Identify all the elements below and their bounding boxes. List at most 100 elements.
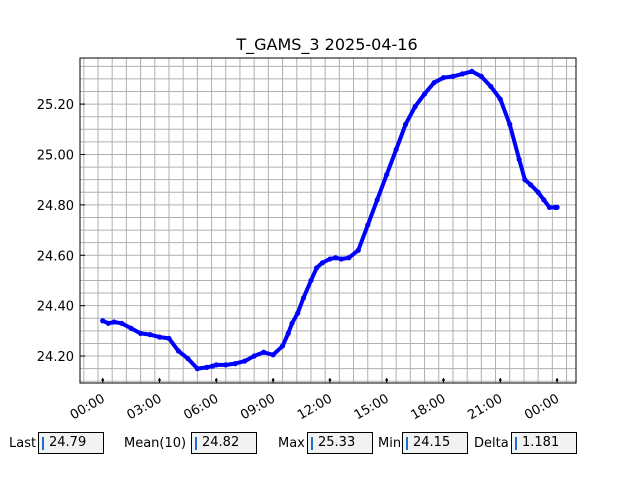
series-line xyxy=(100,69,560,371)
text-cursor xyxy=(515,437,517,450)
x-tick-mark xyxy=(215,378,218,382)
x-tick-label: 18:00 xyxy=(409,391,449,423)
series xyxy=(100,68,560,372)
x-tick-mark xyxy=(385,378,388,382)
y-tick-label: 25.00 xyxy=(37,148,74,163)
last-value: 24.79 xyxy=(49,435,87,450)
data-point xyxy=(270,352,276,358)
data-point xyxy=(308,277,314,284)
mean-value-field[interactable]: 24.82 xyxy=(191,432,257,454)
x-tick-mark xyxy=(101,378,105,382)
max-value-field[interactable]: 25.33 xyxy=(307,432,373,454)
data-point xyxy=(535,189,541,195)
max-label: Max xyxy=(278,436,305,451)
x-tick-label: 00:00 xyxy=(522,391,562,423)
data-point xyxy=(541,197,547,203)
data-point xyxy=(128,325,134,331)
x-tick-label: 15:00 xyxy=(352,391,392,423)
data-point xyxy=(327,256,333,262)
data-point xyxy=(546,204,553,210)
data-point xyxy=(355,247,361,253)
data-point xyxy=(232,361,238,367)
data-point xyxy=(338,256,344,262)
x-tick-mark xyxy=(158,378,161,382)
data-point xyxy=(497,96,503,102)
x-tick-mark xyxy=(271,378,275,382)
min-value: 24.15 xyxy=(413,435,451,450)
last-value-field[interactable]: 24.79 xyxy=(38,432,104,454)
data-point xyxy=(522,177,528,183)
data-point xyxy=(431,80,437,86)
data-point xyxy=(421,91,428,97)
data-point xyxy=(111,319,117,325)
min-value-field[interactable]: 24.15 xyxy=(402,432,468,454)
x-tick-mark xyxy=(498,378,502,382)
data-point xyxy=(459,71,466,77)
data-point xyxy=(412,104,418,110)
data-point xyxy=(204,364,210,370)
data-point xyxy=(332,255,339,261)
data-point xyxy=(314,265,320,271)
x-tick-label: 00:00 xyxy=(68,391,108,423)
data-point xyxy=(261,349,267,355)
data-point xyxy=(175,348,182,354)
y-tick-label: 24.60 xyxy=(37,249,74,264)
y-tick-label: 24.20 xyxy=(37,350,74,365)
chart-title: T_GAMS_3 2025-04-16 xyxy=(235,35,417,55)
x-tick-label: 21:00 xyxy=(465,391,505,423)
delta-value-field[interactable]: 1.181 xyxy=(511,432,577,454)
x-tick-mark xyxy=(442,378,445,382)
text-cursor xyxy=(195,437,197,450)
data-point xyxy=(507,121,513,127)
max-value: 25.33 xyxy=(318,435,356,450)
data-point xyxy=(137,330,144,336)
data-point xyxy=(450,73,456,79)
data-point xyxy=(440,75,447,81)
data-point xyxy=(488,83,494,90)
last-label: Last xyxy=(9,436,37,451)
data-point xyxy=(393,146,399,153)
data-point xyxy=(527,182,534,188)
x-tick-label: 06:00 xyxy=(181,391,221,423)
x-tick-mark xyxy=(328,378,332,382)
y-tick-label: 25.20 xyxy=(37,98,74,113)
x-tick-mark xyxy=(555,378,559,382)
data-point xyxy=(285,330,291,336)
x-tick-label: 03:00 xyxy=(125,391,165,423)
data-point xyxy=(105,320,111,326)
text-cursor xyxy=(42,437,44,450)
grid xyxy=(80,58,576,383)
y-tick-label: 24.80 xyxy=(37,199,74,214)
delta-label: Delta xyxy=(474,436,509,451)
data-point xyxy=(346,255,352,261)
data-point xyxy=(478,73,484,79)
data-point xyxy=(554,204,560,210)
data-point xyxy=(194,366,200,372)
data-point xyxy=(374,197,380,203)
mean-label: Mean(10) xyxy=(124,436,187,451)
data-point xyxy=(119,320,125,326)
data-point xyxy=(100,318,106,324)
mean-value: 24.82 xyxy=(202,435,240,450)
data-point xyxy=(384,172,390,178)
data-point xyxy=(223,362,229,368)
data-point xyxy=(166,335,172,342)
data-point xyxy=(289,320,295,326)
data-point xyxy=(279,343,286,349)
text-cursor xyxy=(311,437,313,450)
data-point xyxy=(242,358,248,364)
data-point xyxy=(300,295,306,301)
text-cursor xyxy=(406,437,408,450)
data-point xyxy=(295,310,301,316)
chart: T_GAMS_3 2025-04-16 24.20 24.40 24.60 24.80… xyxy=(37,35,577,423)
data-point xyxy=(213,362,219,368)
data-point xyxy=(469,68,475,74)
data-point xyxy=(319,260,325,266)
delta-value: 1.181 xyxy=(522,435,560,450)
x-tick-label: 09:00 xyxy=(238,391,278,423)
data-point xyxy=(516,156,522,163)
data-point xyxy=(403,121,409,127)
y-tick-label: 24.40 xyxy=(37,300,74,315)
data-point xyxy=(147,332,153,338)
data-point xyxy=(251,353,257,359)
